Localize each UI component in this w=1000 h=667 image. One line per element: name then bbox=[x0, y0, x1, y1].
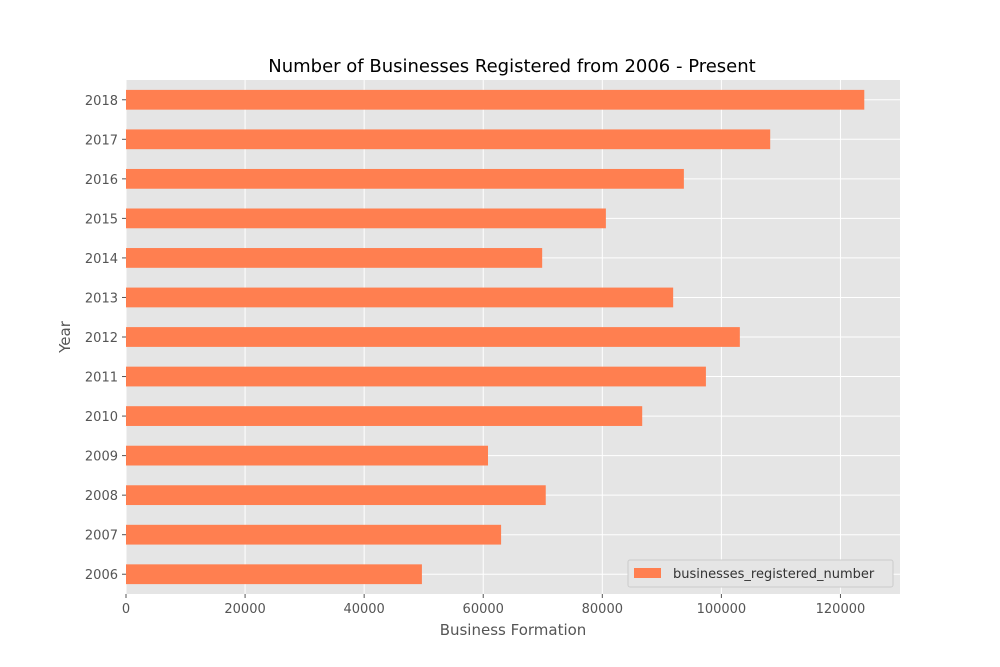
y-axis-label: Year bbox=[56, 320, 74, 354]
bar-2017 bbox=[126, 129, 771, 150]
bar-2008 bbox=[126, 485, 546, 506]
bar-2016 bbox=[126, 168, 684, 189]
y-tick-label: 2016 bbox=[85, 173, 118, 188]
chart-title: Number of Businesses Registered from 200… bbox=[268, 56, 755, 77]
bar-2015 bbox=[126, 208, 606, 229]
bar-2014 bbox=[126, 248, 543, 268]
x-tick-label: 80000 bbox=[582, 602, 623, 617]
y-tick-label: 2017 bbox=[85, 133, 118, 148]
y-tick-label: 2007 bbox=[85, 529, 118, 544]
x-tick-label: 20000 bbox=[224, 602, 265, 617]
y-tick-label: 2014 bbox=[85, 252, 118, 267]
y-axis-ticks: 2006 2007 2008 2009 2010 2011 2012 2013 2014 2015… bbox=[85, 94, 126, 583]
y-tick-label: 2015 bbox=[85, 212, 118, 227]
y-tick-label: 2011 bbox=[85, 371, 118, 386]
y-tick-label: 2013 bbox=[85, 291, 118, 306]
bar-2013 bbox=[126, 287, 674, 308]
x-tick-label: 60000 bbox=[463, 602, 504, 617]
y-tick-label: 2008 bbox=[85, 489, 118, 504]
legend-swatch bbox=[634, 568, 661, 578]
x-axis-ticks: 0 20000 40000 60000 80000 100000 120000 bbox=[122, 594, 865, 617]
y-tick-label: 2009 bbox=[85, 450, 118, 465]
bar-2011 bbox=[126, 366, 706, 387]
y-tick-label: 2018 bbox=[85, 94, 118, 109]
bar-2010 bbox=[126, 406, 643, 426]
y-tick-label: 2010 bbox=[85, 410, 118, 425]
x-tick-label: 100000 bbox=[697, 602, 747, 617]
bar-2012 bbox=[126, 327, 740, 347]
x-tick-label: 40000 bbox=[343, 602, 384, 617]
x-tick-label: 0 bbox=[122, 602, 130, 617]
y-tick-label: 2012 bbox=[85, 331, 118, 346]
x-tick-label: 120000 bbox=[816, 602, 866, 617]
legend-label: businesses_registered_number bbox=[673, 567, 875, 582]
bar-2007 bbox=[126, 524, 502, 545]
legend: businesses_registered_number bbox=[627, 559, 894, 588]
bar-2018 bbox=[126, 89, 865, 110]
x-axis-label: Business Formation bbox=[440, 621, 587, 639]
bars bbox=[126, 89, 865, 585]
bar-2006 bbox=[126, 564, 422, 585]
y-tick-label: 2006 bbox=[85, 568, 118, 583]
legend-box bbox=[627, 559, 894, 588]
bar-2009 bbox=[126, 445, 488, 466]
